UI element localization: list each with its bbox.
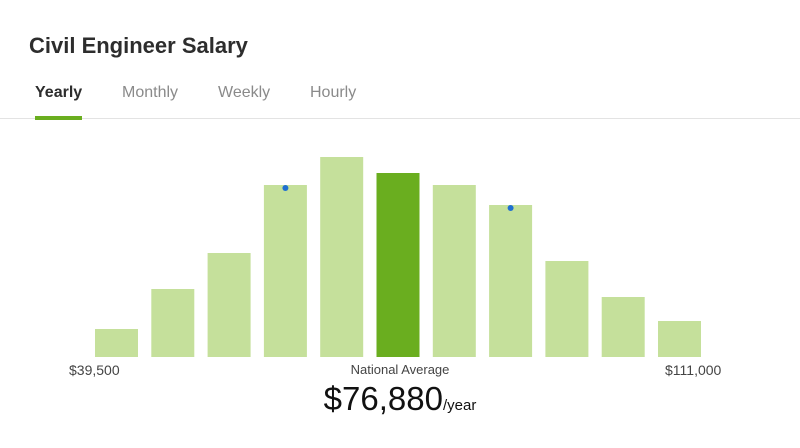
max-salary-label: $111,000 (665, 362, 722, 378)
page-title: Civil Engineer Salary (29, 33, 248, 58)
histogram-bar[interactable] (263, 185, 307, 357)
tab-weekly[interactable]: Weekly (218, 84, 271, 101)
tab-monthly[interactable]: Monthly (122, 84, 179, 101)
period-tabs: Yearly Monthly Weekly Hourly (0, 78, 800, 120)
histogram-bar[interactable] (151, 289, 195, 357)
tab-hourly[interactable]: Hourly (310, 84, 357, 101)
histogram-svg (95, 157, 701, 357)
histogram-bar[interactable] (207, 253, 251, 357)
histogram-bar-average[interactable] (376, 173, 420, 357)
histogram-bar[interactable] (95, 329, 138, 357)
tab-yearly[interactable]: Yearly (35, 84, 83, 120)
histogram-bar[interactable] (432, 185, 476, 357)
bar-marker-dot (507, 205, 514, 211)
average-amount: $76,880 (323, 380, 443, 417)
histogram-bar[interactable] (658, 321, 701, 357)
national-average-caption: National Average (350, 362, 450, 377)
min-salary-label: $39,500 (69, 362, 120, 378)
average-unit: /year (442, 397, 477, 414)
histogram-bar[interactable] (545, 261, 589, 357)
bar-marker-dot (282, 185, 289, 191)
histogram-bar[interactable] (489, 205, 533, 357)
histogram-bar[interactable] (601, 297, 645, 357)
national-average-value: $76,880/year (250, 379, 550, 419)
salary-distribution-chart: $39,500 National Average $111,000 $76,88… (0, 119, 800, 448)
histogram-bar[interactable] (320, 157, 364, 357)
